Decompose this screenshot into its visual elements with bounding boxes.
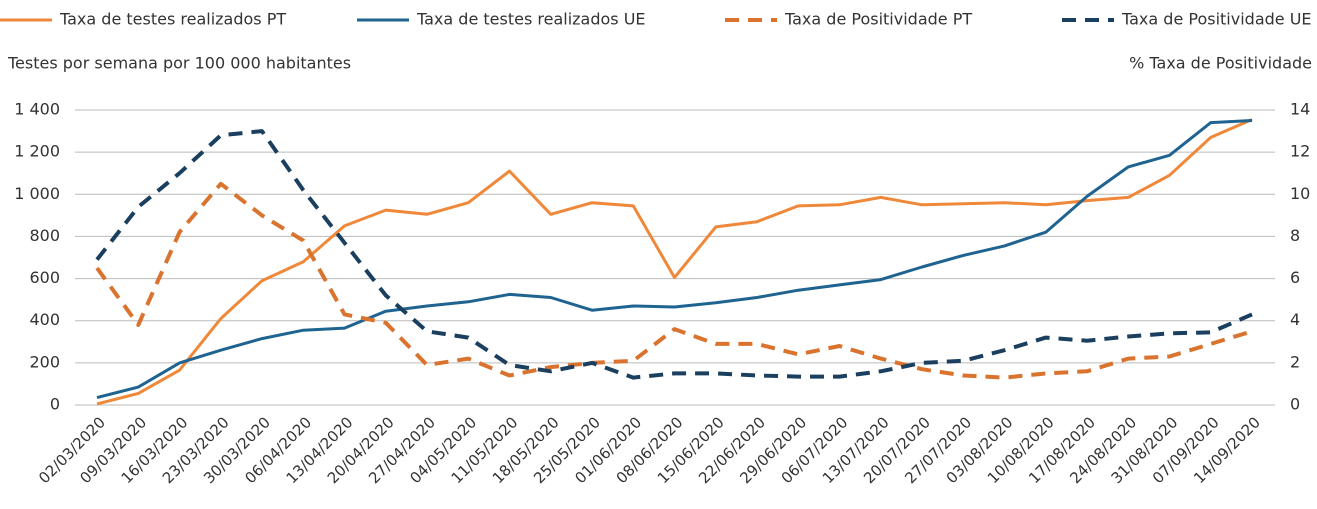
y-axis-title: Testes por semana por 100 000 habitantes (7, 54, 351, 73)
y2-tick-label: 8 (1290, 226, 1300, 245)
legend-label: Taxa de Positividade UE (1121, 10, 1312, 29)
y-tick-label: 400 (29, 310, 60, 329)
y2-tick-label: 10 (1290, 184, 1310, 203)
y2-tick-label: 12 (1290, 142, 1310, 161)
legend-label: Taxa de testes realizados PT (59, 10, 286, 29)
y-tick-label: 1 200 (14, 142, 60, 161)
legend-label: Taxa de testes realizados UE (416, 10, 646, 29)
series-line (96, 118, 1253, 406)
series-line (96, 119, 1253, 400)
series-line (95, 181, 1253, 380)
y-tick-label: 1 400 (14, 100, 60, 119)
y-tick-label: 600 (29, 268, 60, 287)
y2-tick-label: 6 (1290, 268, 1300, 287)
y2-tick-label: 2 (1290, 352, 1300, 371)
y2-tick-label: 0 (1290, 395, 1300, 414)
legend-label: Taxa de Positividade PT (784, 10, 972, 29)
y2-axis-title: % Taxa de Positividade (1129, 54, 1312, 73)
y-tick-label: 1 000 (14, 184, 60, 203)
y2-tick-label: 4 (1290, 310, 1300, 329)
y-tick-label: 800 (29, 226, 60, 245)
y-tick-label: 0 (50, 395, 60, 414)
y2-tick-label: 14 (1290, 100, 1310, 119)
y-tick-label: 200 (29, 352, 60, 371)
series-line (95, 129, 1253, 380)
